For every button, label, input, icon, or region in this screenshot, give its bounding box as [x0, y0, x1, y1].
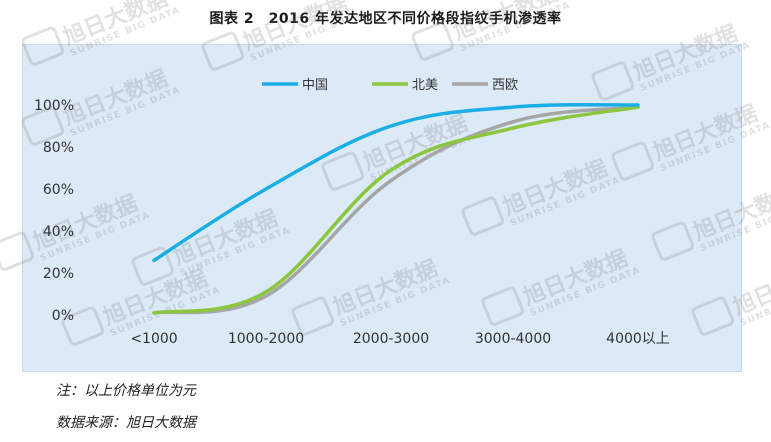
watermark-logo-icon: [651, 221, 695, 261]
legend-label: 北美: [412, 78, 438, 93]
watermark-cn: 旭日大数据: [449, 0, 562, 46]
watermark-logo-icon: [21, 106, 65, 146]
x-tick-label: 3000-4000: [475, 331, 551, 347]
x-tick-label: <1000: [130, 331, 177, 347]
data-source-note: 数据来源：旭日大数据: [56, 415, 196, 431]
watermark-logo-icon: [291, 296, 335, 336]
chart-title: 图表 2 2016 年发达地区不同价格段指纹手机渗透率: [209, 11, 562, 27]
chart-area: [22, 44, 742, 372]
x-tick-label: 2000-3000: [353, 331, 429, 347]
series-lines: [152, 103, 640, 315]
watermark-logo-icon: [411, 21, 455, 61]
watermark-logo-icon: [21, 26, 65, 66]
watermark-logo-icon: [321, 151, 365, 191]
y-tick-label: 60%: [43, 182, 74, 198]
watermark-logo-icon: [0, 231, 35, 271]
watermark-logo-icon: [131, 246, 175, 286]
series-line-2: [152, 105, 640, 315]
y-tick-label: 80%: [43, 140, 74, 156]
legend-label: 中国: [302, 78, 328, 93]
legend-label: 西欧: [492, 78, 518, 93]
watermark-logo-icon: [611, 141, 655, 181]
watermark-logo-icon: [691, 296, 735, 336]
watermark-logo-icon: [201, 31, 245, 71]
x-axis: <1000 1000-2000 2000-3000 3000-4000 4000以上: [130, 331, 670, 347]
y-tick-label: 0%: [52, 308, 74, 324]
watermark-logo-icon: [61, 306, 105, 346]
series-line-1: [152, 103, 640, 263]
y-tick-label: 100%: [34, 98, 74, 114]
price-unit-note: 注：以上价格单位为元: [56, 383, 196, 399]
series-line-3: [152, 105, 640, 315]
legend: 中国 北美 西欧: [262, 78, 518, 93]
y-tick-label: 20%: [43, 266, 74, 282]
y-axis: 0% 20% 40% 60% 80% 100%: [34, 98, 74, 324]
y-tick-label: 40%: [43, 224, 74, 240]
watermark-logo-icon: [481, 286, 525, 326]
x-tick-label: 4000以上: [606, 331, 670, 347]
watermark-logo-icon: [591, 61, 635, 101]
x-tick-label: 1000-2000: [228, 331, 304, 347]
watermark-logo-icon: [461, 196, 505, 236]
